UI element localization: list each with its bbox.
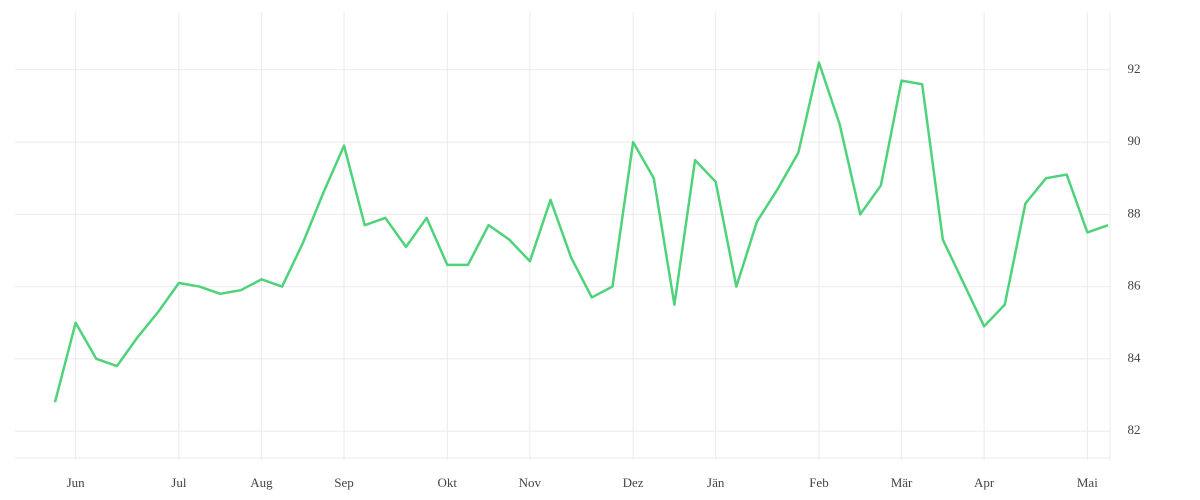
- x-tick-label: Jun: [67, 475, 86, 490]
- y-tick-label: 90: [1128, 133, 1141, 148]
- x-tick-label: Feb: [809, 475, 829, 490]
- y-tick-label: 86: [1128, 278, 1142, 293]
- x-tick-label: Nov: [519, 475, 542, 490]
- x-tick-label: Dez: [623, 475, 644, 490]
- y-tick-label: 92: [1128, 61, 1141, 76]
- x-tick-label: Mai: [1077, 475, 1098, 490]
- x-tick-label: Okt: [438, 475, 458, 490]
- y-tick-label: 88: [1128, 205, 1141, 220]
- x-tick-label: Jul: [171, 475, 187, 490]
- x-tick-label: Sep: [334, 475, 354, 490]
- y-tick-label: 82: [1128, 422, 1141, 437]
- x-tick-label: Aug: [250, 475, 273, 490]
- data-line: [53, 61, 1109, 403]
- y-tick-label: 84: [1128, 350, 1142, 365]
- x-tick-label: Mär: [891, 475, 913, 490]
- x-tick-label: Jän: [707, 475, 725, 490]
- x-tick-label: Apr: [974, 475, 995, 490]
